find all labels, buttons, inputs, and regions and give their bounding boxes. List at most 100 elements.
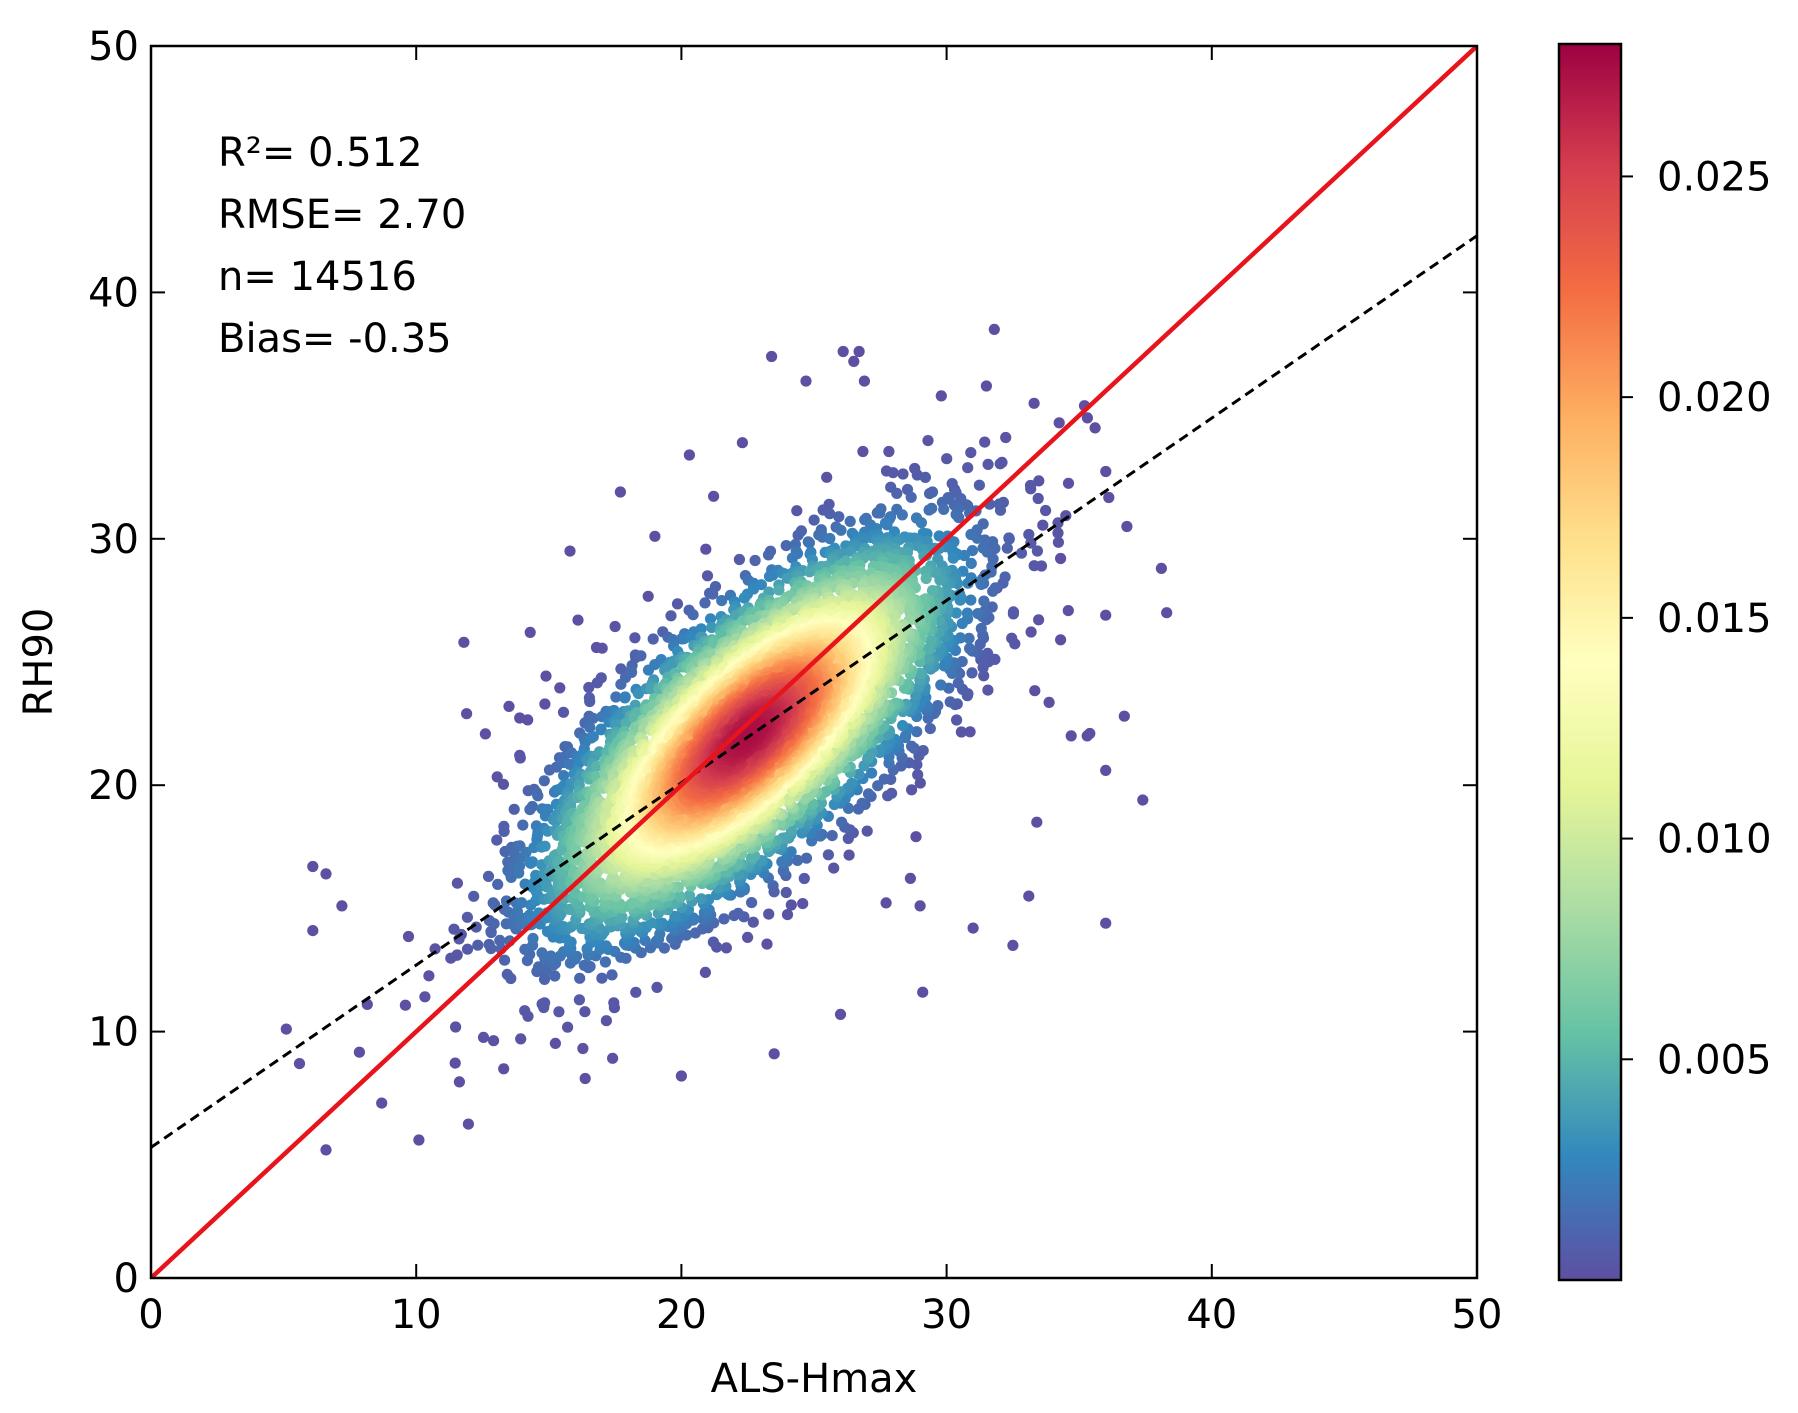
- scatter-point: [654, 928, 666, 940]
- scatter-point: [994, 458, 1006, 470]
- scatter-point: [966, 545, 979, 557]
- scatter-point: [578, 959, 590, 972]
- scatter-point: [647, 633, 659, 645]
- scatter-point: [695, 623, 707, 635]
- scatter-point: [608, 997, 620, 1009]
- scatter-point: [922, 435, 934, 447]
- scatter-point: [967, 922, 979, 934]
- scatter-point: [763, 908, 775, 920]
- scatter-point: [846, 777, 858, 789]
- scatter-point: [599, 956, 612, 968]
- scatter-point: [1089, 422, 1101, 434]
- scatter-point: [767, 569, 779, 581]
- scatter-point: [683, 449, 696, 461]
- scatter-point: [834, 1008, 847, 1021]
- scatter-point: [800, 375, 812, 387]
- scatter-point: [402, 930, 415, 943]
- scatter-point: [533, 961, 545, 973]
- scatter-point: [914, 900, 926, 912]
- scatter-point: [887, 467, 899, 479]
- scatter-point: [707, 936, 720, 948]
- scatter-point: [450, 1021, 462, 1033]
- scatter-point: [941, 453, 953, 465]
- scatter-point: [649, 530, 661, 542]
- scatter-point: [1031, 545, 1043, 557]
- scatter-point: [606, 969, 618, 981]
- scatter-point: [626, 666, 638, 679]
- scatter-point: [449, 1057, 461, 1069]
- scatter-point: [882, 790, 894, 802]
- scatter-point: [843, 849, 855, 861]
- scatter-point: [780, 540, 792, 552]
- scatter-point: [1023, 528, 1035, 541]
- scatter-point: [785, 899, 797, 911]
- scatter-point: [458, 636, 470, 648]
- scatter-point: [539, 840, 551, 852]
- scatter-point: [956, 617, 968, 630]
- scatter-point: [584, 721, 596, 734]
- scatter-point: [539, 698, 551, 710]
- scatter-point: [857, 445, 869, 458]
- scatter-point: [549, 970, 561, 982]
- scatter-point: [479, 728, 491, 740]
- scatter-point: [858, 375, 871, 387]
- scatter-point: [749, 554, 761, 567]
- scatter-point: [545, 950, 557, 962]
- scatter-point: [1121, 520, 1133, 533]
- scatter-point: [1033, 475, 1045, 487]
- scatter-point: [596, 642, 608, 654]
- scatter-point: [573, 994, 586, 1006]
- scatter-point: [307, 860, 319, 873]
- scatter-point: [1084, 727, 1096, 740]
- scatter-point: [1100, 764, 1112, 777]
- scatter-point: [477, 1031, 490, 1043]
- scatter-point: [762, 549, 775, 561]
- scatter-point: [1053, 417, 1065, 429]
- scatter-point: [453, 1076, 465, 1088]
- scatter-point: [953, 511, 965, 524]
- scatter-point: [835, 524, 847, 536]
- scatter-point: [848, 355, 860, 367]
- scatter-point: [896, 509, 908, 521]
- scatter-point: [1118, 710, 1130, 722]
- scatter-point: [491, 771, 503, 783]
- scatter-point: [683, 889, 696, 902]
- scatter-point: [451, 877, 463, 889]
- scatter-point: [708, 490, 720, 502]
- scatter-point: [914, 777, 926, 789]
- scatter-point: [695, 893, 707, 905]
- scatter-point: [655, 654, 667, 666]
- scatter-point: [821, 471, 833, 483]
- scatter-point: [844, 515, 856, 528]
- scatter-point: [964, 726, 976, 738]
- scatter-point: [883, 445, 895, 458]
- scatter-point: [1000, 431, 1012, 444]
- scatter-point: [1161, 607, 1173, 619]
- scatter-point: [562, 1021, 574, 1033]
- scatter-point: [872, 780, 884, 792]
- scatter-point: [607, 1052, 619, 1064]
- scatter-point: [897, 720, 909, 732]
- scatter-point: [965, 528, 977, 541]
- scatter-point: [461, 708, 473, 720]
- scatter-point: [910, 831, 922, 843]
- scatter-point: [747, 916, 759, 928]
- scatter-point: [977, 542, 989, 554]
- scatter-point: [706, 621, 718, 634]
- scatter-point: [974, 576, 986, 588]
- scatter-point: [591, 677, 603, 689]
- scatter-point: [1015, 547, 1028, 559]
- scatter-point: [1100, 465, 1112, 478]
- scatter-point: [773, 584, 785, 596]
- scatter-point: [497, 778, 510, 790]
- scatter-point: [912, 769, 924, 781]
- scatter-point: [979, 436, 991, 448]
- scatter-point: [616, 911, 628, 923]
- scatter-point: [755, 579, 768, 591]
- scatter-point: [853, 768, 865, 781]
- scatter-point: [919, 471, 932, 483]
- scatter-point: [1028, 560, 1040, 572]
- scatter-point: [563, 758, 576, 770]
- scatter-point: [500, 895, 512, 907]
